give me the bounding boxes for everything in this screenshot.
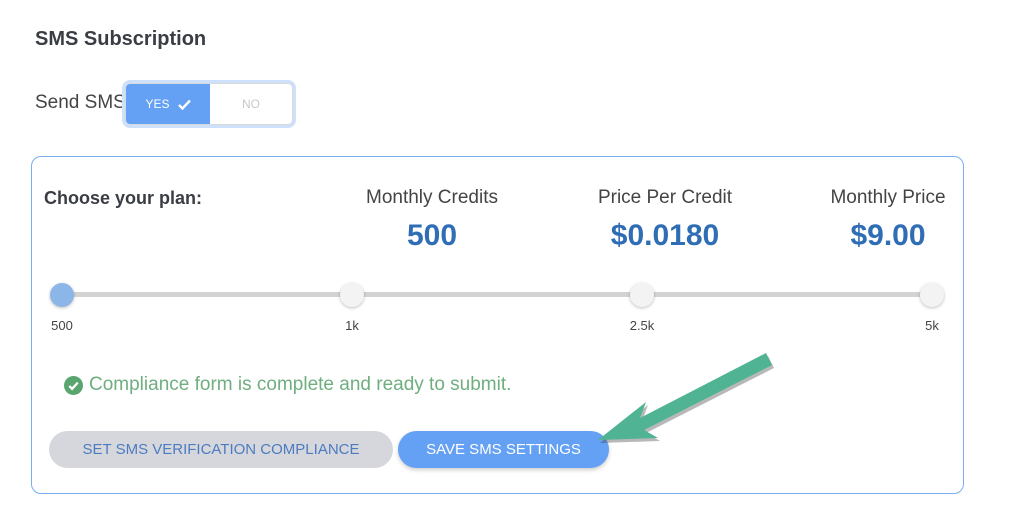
send-sms-toggle[interactable]: YES NO (125, 83, 293, 125)
set-sms-verification-compliance-button[interactable]: SET SMS VERIFICATION COMPLIANCE (49, 431, 393, 468)
toggle-yes-option[interactable]: YES (126, 84, 210, 124)
monthly-price: Monthly Price $9.00 (778, 187, 998, 253)
plan-slider-track[interactable] (62, 292, 932, 297)
column-value: $9.00 (850, 219, 926, 252)
yes-label: YES (145, 97, 170, 111)
monthly-credits: Monthly Credits 500 (322, 187, 542, 253)
send-sms-label: Send SMS (35, 92, 126, 113)
column-header: Monthly Credits (366, 187, 498, 208)
slider-step[interactable] (340, 283, 364, 307)
price-per-credit: Price Per Credit $0.0180 (555, 187, 775, 253)
column-header: Monthly Price (830, 187, 946, 208)
slider-tick-label: 1k (345, 318, 359, 333)
toggle-no-option[interactable]: NO (210, 84, 292, 124)
slider-thumb-selected[interactable] (50, 283, 74, 307)
column-value: $0.0180 (610, 219, 720, 252)
save-sms-settings-button[interactable]: SAVE SMS SETTINGS (398, 431, 609, 468)
section-title: SMS Subscription (35, 28, 207, 50)
compliance-message: Compliance form is complete and ready to… (89, 374, 512, 395)
slider-tick-label: 500 (51, 318, 73, 333)
plan-card (31, 156, 964, 494)
slider-step[interactable] (630, 283, 654, 307)
check-circle-icon (64, 375, 83, 395)
compliance-status: Compliance form is complete and ready to… (64, 374, 511, 396)
column-value: 500 (406, 219, 458, 252)
slider-tick-label: 5k (925, 318, 939, 333)
slider-step[interactable] (920, 283, 944, 307)
slider-tick-label: 2.5k (629, 318, 655, 333)
check-icon (177, 99, 191, 110)
no-label: NO (242, 97, 260, 111)
column-header: Price Per Credit (597, 187, 733, 208)
choose-plan-label: Choose your plan: (44, 188, 203, 208)
